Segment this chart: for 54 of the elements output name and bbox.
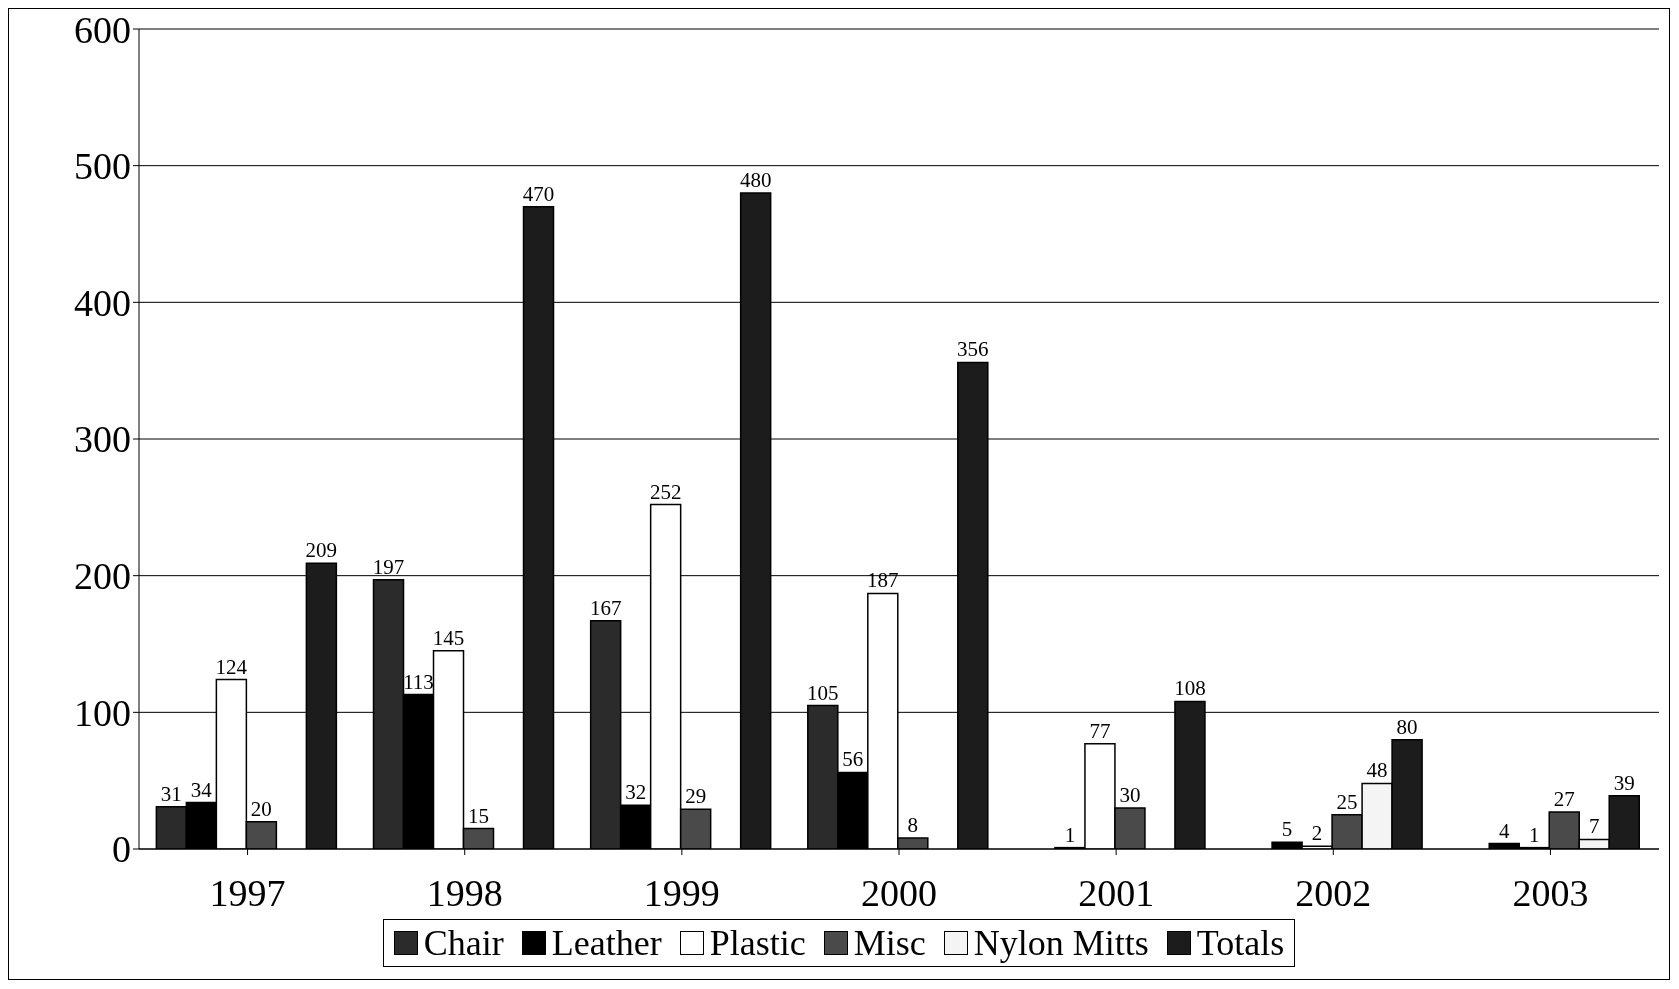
legend-label: Nylon Mitts [973, 922, 1149, 964]
data-label: 39 [1613, 770, 1635, 795]
data-label: 252 [649, 479, 682, 504]
y-tick-label: 200 [74, 555, 131, 598]
x-tick-label: 2003 [1512, 871, 1589, 914]
data-label: 167 [589, 595, 622, 620]
data-label: 105 [807, 680, 839, 705]
y-tick-label: 400 [74, 281, 131, 324]
data-label: 145 [432, 625, 465, 650]
legend-label: Leather [551, 922, 662, 964]
data-label: 27 [1553, 787, 1575, 812]
data-label: 56 [842, 747, 864, 772]
data-label: 5 [1281, 817, 1293, 842]
y-tick-label: 600 [74, 8, 131, 51]
data-label: 32 [625, 780, 647, 805]
data-label: 356 [957, 337, 989, 362]
data-label: 48 [1366, 758, 1388, 783]
x-tick-label: 2000 [861, 871, 937, 914]
data-label: 187 [867, 568, 899, 593]
data-label: 2 [1311, 821, 1323, 846]
data-label: 8 [907, 813, 919, 838]
data-label: 31 [160, 781, 182, 806]
data-label: 34 [190, 777, 213, 802]
data-label: 108 [1174, 676, 1206, 701]
data-label: 124 [215, 654, 248, 679]
data-label: 30 [1119, 783, 1141, 807]
legend-label: Misc [853, 922, 926, 964]
x-tick-label: 2002 [1295, 871, 1372, 914]
legend-label: Totals [1196, 922, 1285, 964]
x-tick-label: 1999 [643, 871, 720, 914]
y-tick-label: 0 [112, 828, 131, 871]
y-tick-label: 500 [74, 145, 131, 188]
x-tick-label: 1997 [209, 871, 286, 914]
legend-label: Plastic [709, 922, 806, 964]
data-label: 29 [685, 784, 707, 809]
data-label: 77 [1089, 718, 1111, 743]
data-label: 15 [468, 803, 490, 828]
data-label: 1 [1064, 822, 1076, 847]
data-label: 25 [1336, 789, 1358, 814]
data-label: 4 [1498, 818, 1510, 843]
y-tick-label: 300 [74, 418, 131, 461]
data-label: 113 [403, 669, 434, 694]
data-label: 197 [372, 554, 405, 579]
data-label: 7 [1588, 814, 1600, 839]
y-tick-label: 100 [74, 691, 131, 734]
legend-label: Chair [423, 922, 504, 964]
x-tick-label: 1998 [426, 871, 503, 914]
x-tick-label: 2001 [1078, 871, 1155, 914]
data-label: 1 [1528, 822, 1540, 847]
data-label: 209 [305, 538, 338, 563]
data-label: 470 [522, 181, 555, 206]
data-label: 80 [1396, 714, 1418, 739]
data-label: 20 [250, 796, 272, 821]
data-label: 480 [739, 168, 772, 192]
